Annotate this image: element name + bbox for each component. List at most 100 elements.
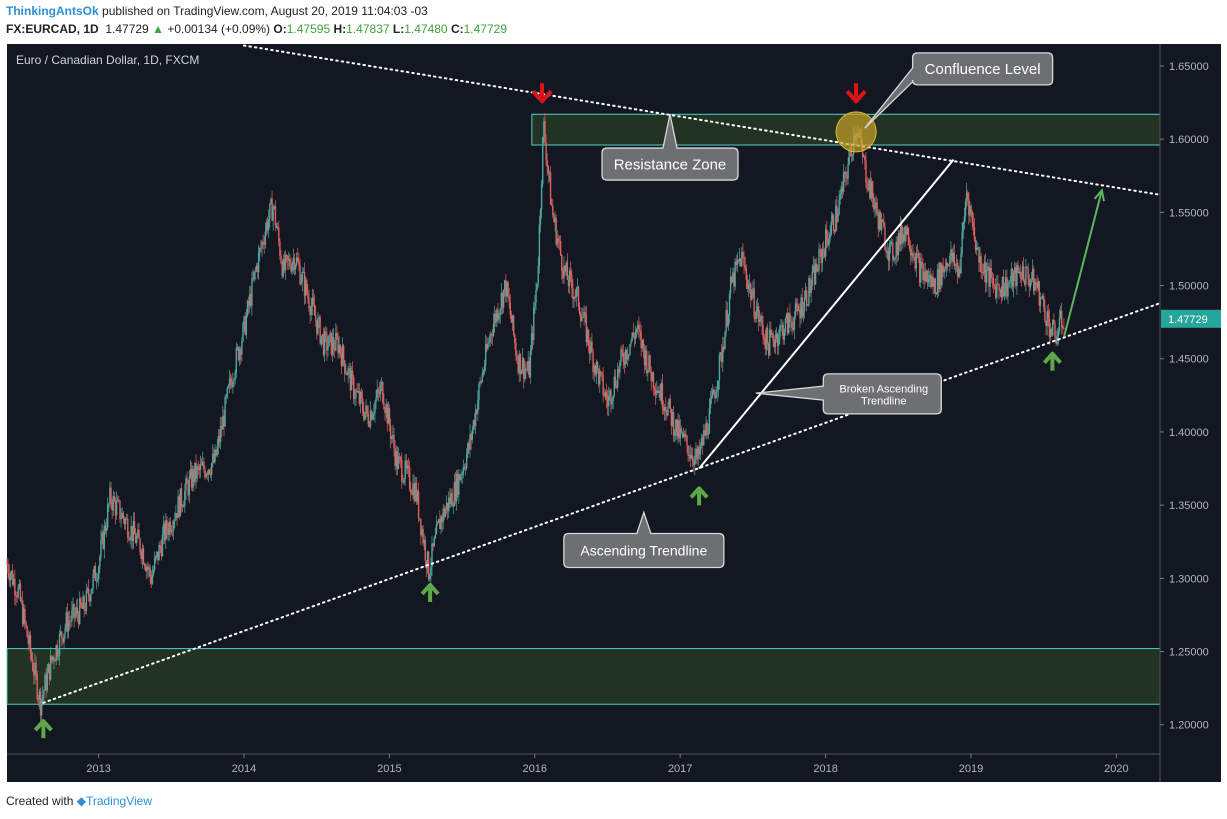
author-name[interactable]: ThinkingAntsOk	[6, 4, 99, 18]
candle-body	[336, 333, 338, 338]
candle-body	[922, 264, 924, 281]
x-tick-label: 2019	[959, 763, 983, 775]
candle-body	[750, 283, 752, 300]
candle-body	[666, 411, 668, 416]
candle-body	[648, 355, 650, 370]
candle-body	[962, 222, 964, 232]
candle-body	[924, 271, 926, 282]
candle-body	[303, 271, 306, 296]
candle-body	[445, 502, 448, 510]
candle-body	[313, 304, 316, 316]
candle-body	[606, 399, 609, 407]
candle-body	[554, 217, 556, 222]
candle-body	[676, 419, 678, 437]
candle-body	[562, 270, 564, 279]
close-value: 1.47729	[463, 22, 508, 36]
candle-body	[63, 633, 65, 643]
candle-body	[754, 316, 756, 320]
candle-body	[241, 341, 243, 355]
candle-body	[1034, 281, 1036, 291]
candle-body	[415, 482, 418, 502]
candle-body	[610, 390, 612, 405]
candle-body	[709, 399, 712, 409]
candle-body	[393, 434, 395, 449]
candle-body	[526, 369, 528, 371]
candle-body	[380, 381, 383, 386]
candle-body	[370, 410, 373, 420]
candle-body	[773, 341, 775, 347]
candle-body	[142, 548, 145, 565]
candle-body	[912, 253, 914, 258]
candle-body	[502, 289, 505, 308]
candle-body	[789, 313, 791, 322]
candle-body	[767, 343, 770, 356]
candle-body	[469, 434, 471, 450]
candle-body	[929, 275, 931, 279]
tradingview-brand[interactable]: TradingView	[85, 794, 152, 808]
candle-body	[747, 285, 750, 290]
candle-body	[250, 293, 252, 306]
candle-body	[686, 435, 688, 446]
candle-body	[549, 172, 552, 205]
candle-body	[576, 286, 579, 289]
candle-body	[963, 216, 966, 223]
candle-body	[331, 336, 334, 355]
candle-body	[328, 334, 330, 347]
candle-body	[997, 283, 999, 285]
candle-body	[839, 194, 841, 200]
candle-body	[212, 453, 214, 464]
chart-title: Euro / Canadian Dollar, 1D, FXCM	[16, 53, 199, 67]
candle-body	[424, 539, 426, 561]
candle-body	[270, 198, 272, 204]
candle-body	[81, 605, 83, 609]
candle-body	[238, 348, 241, 361]
candle-body	[1055, 336, 1057, 344]
candle-body	[392, 434, 394, 437]
candle-body	[911, 253, 913, 256]
ohlc-bar: FX:EURCAD, 1D 1.47729 ▲ +0.00134 (+0.09%…	[6, 22, 507, 36]
candle-body	[496, 309, 498, 322]
candle-body	[261, 241, 263, 249]
candle-body	[6, 563, 8, 565]
candle-body	[104, 525, 107, 531]
candle-body	[888, 243, 891, 261]
candle-body	[200, 464, 203, 466]
candle-body	[1002, 276, 1005, 297]
candle-body	[55, 645, 57, 661]
candle-body	[191, 468, 194, 488]
candle-body	[516, 355, 518, 362]
candle-body	[161, 534, 164, 557]
candle-body	[945, 262, 948, 269]
candle-body	[387, 408, 390, 424]
candle-body	[338, 344, 340, 354]
candle-body	[44, 675, 46, 691]
candle-body	[601, 372, 603, 375]
candle-body	[826, 229, 828, 239]
candle-body	[149, 567, 151, 577]
tradingview-logo-icon[interactable]: ◆	[76, 794, 86, 808]
candle-body	[559, 241, 562, 256]
candle-body	[788, 313, 790, 334]
candle-body	[155, 556, 157, 559]
candle-body	[185, 478, 187, 491]
candle-body	[121, 512, 123, 519]
candle-body	[24, 608, 26, 622]
candle-body	[876, 202, 878, 214]
candle-body	[210, 463, 213, 475]
candle-body	[368, 424, 371, 427]
candle-body	[257, 252, 260, 273]
candle-body	[18, 583, 21, 588]
candle-body	[281, 262, 283, 277]
candle-body	[251, 278, 253, 306]
candle-body	[656, 390, 658, 395]
candle-body	[252, 278, 254, 280]
candle-body	[620, 348, 622, 361]
high-value: 1.47837	[346, 22, 390, 36]
candle-body	[146, 566, 148, 571]
annotation-label: Confluence Level	[925, 61, 1041, 78]
candle-body	[36, 674, 38, 699]
candle-body	[66, 612, 69, 632]
candle-body	[279, 240, 281, 257]
candle-body	[369, 410, 372, 427]
